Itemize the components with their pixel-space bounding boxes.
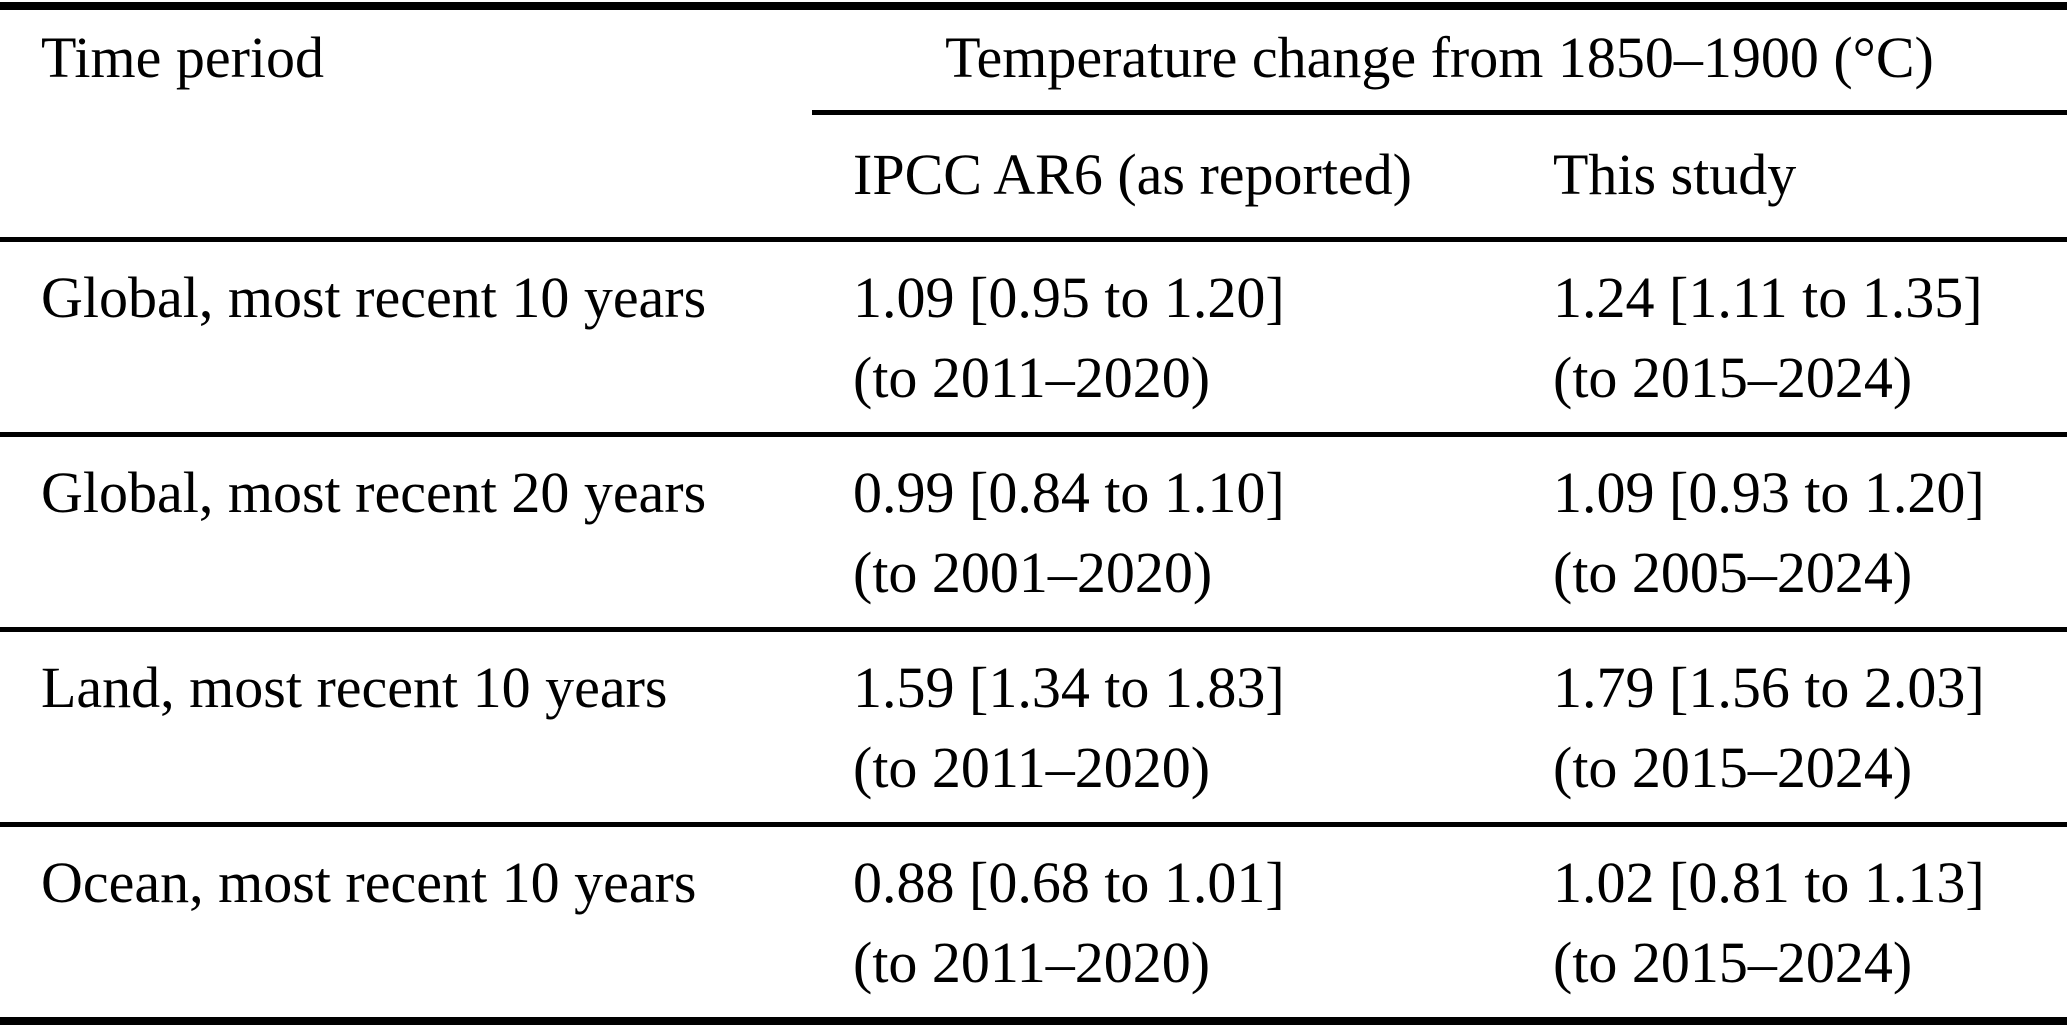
- value-with-range: 1.59 [1.34 to 1.83]: [853, 655, 1285, 720]
- column-header-this-study: This study: [1512, 112, 2067, 242]
- table-body: Global, most recent 10 years 1.09 [0.95 …: [0, 239, 2067, 1024]
- ipcc-ar6-cell: 1.59 [1.34 to 1.83] (to 2011–2020): [812, 629, 1512, 827]
- ipcc-ar6-cell: 0.99 [0.84 to 1.10] (to 2001–2020): [812, 434, 1512, 632]
- this-study-cell: 1.24 [1.11 to 1.35] (to 2015–2024): [1512, 239, 2067, 437]
- period-note: (to 2011–2020): [853, 930, 1211, 995]
- table-row: Land, most recent 10 years 1.59 [1.34 to…: [0, 629, 2067, 827]
- column-header-ipcc-ar6: IPCC AR6 (as reported): [812, 112, 1512, 242]
- table-row: Global, most recent 20 years 0.99 [0.84 …: [0, 434, 2067, 632]
- period-note: (to 2011–2020): [853, 345, 1211, 410]
- column-header-time-period: Time period: [0, 6, 812, 242]
- row-label-global-10yr: Global, most recent 10 years: [0, 239, 812, 437]
- period-note: (to 2011–2020): [853, 735, 1211, 800]
- this-study-cell: 1.79 [1.56 to 2.03] (to 2015–2024): [1512, 629, 2067, 827]
- table-row: Global, most recent 10 years 1.09 [0.95 …: [0, 239, 2067, 437]
- value-with-range: 0.88 [0.68 to 1.01]: [853, 850, 1285, 915]
- table-header: Time period Temperature change from 1850…: [0, 6, 2067, 242]
- period-note: (to 2015–2024): [1553, 735, 1913, 800]
- value-with-range: 1.24 [1.11 to 1.35]: [1553, 265, 1983, 330]
- header-row-sub: IPCC AR6 (as reported) This study: [0, 112, 2067, 242]
- period-note: (to 2015–2024): [1553, 345, 1913, 410]
- row-label-global-20yr: Global, most recent 20 years: [0, 434, 812, 632]
- value-with-range: 1.79 [1.56 to 2.03]: [1553, 655, 1985, 720]
- value-with-range: 1.02 [0.81 to 1.13]: [1553, 850, 1985, 915]
- ipcc-ar6-cell: 1.09 [0.95 to 1.20] (to 2011–2020): [812, 239, 1512, 437]
- header-row-group: Time period Temperature change from 1850…: [0, 6, 2067, 242]
- value-with-range: 0.99 [0.84 to 1.10]: [853, 460, 1285, 525]
- row-label-ocean-10yr: Ocean, most recent 10 years: [0, 824, 812, 1024]
- period-note: (to 2015–2024): [1553, 930, 1913, 995]
- value-with-range: 1.09 [0.95 to 1.20]: [853, 265, 1285, 330]
- column-group-header-temperature-change: Temperature change from 1850–1900 (°C): [812, 6, 2067, 115]
- value-with-range: 1.09 [0.93 to 1.20]: [1553, 460, 1985, 525]
- ipcc-ar6-cell: 0.88 [0.68 to 1.01] (to 2011–2020): [812, 824, 1512, 1024]
- this-study-cell: 1.02 [0.81 to 1.13] (to 2015–2024): [1512, 824, 2067, 1024]
- table-row: Ocean, most recent 10 years 0.88 [0.68 t…: [0, 824, 2067, 1024]
- row-label-land-10yr: Land, most recent 10 years: [0, 629, 812, 827]
- period-note: (to 2001–2020): [853, 540, 1213, 605]
- this-study-cell: 1.09 [0.93 to 1.20] (to 2005–2024): [1512, 434, 2067, 632]
- period-note: (to 2005–2024): [1553, 540, 1913, 605]
